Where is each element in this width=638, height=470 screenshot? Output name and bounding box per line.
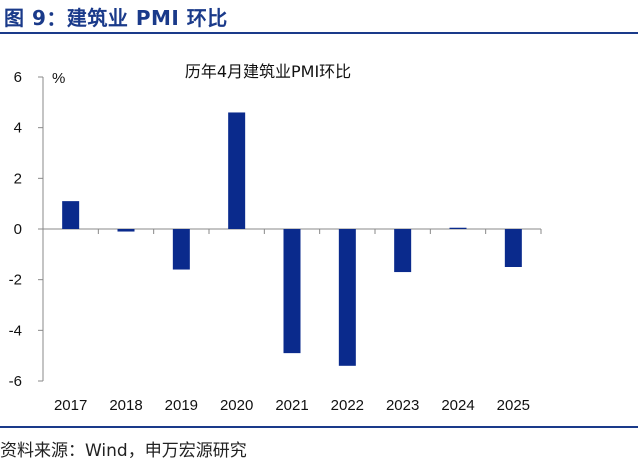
y-axis-unit: % [52, 70, 65, 87]
bar-2025 [504, 229, 522, 267]
x-tick-label: 2019 [165, 397, 198, 414]
title-divider [0, 32, 638, 34]
y-tick-label: -4 [9, 322, 22, 339]
x-tick-label: 2021 [275, 397, 308, 414]
bars [62, 112, 522, 366]
x-tick-label: 2024 [441, 397, 474, 414]
bar-2018 [117, 229, 135, 232]
y-axis: 6 4 2 0 -2 -4 -6 [9, 69, 44, 390]
bar-2023 [394, 229, 412, 273]
bar-2020 [228, 112, 246, 229]
x-tick-label: 2020 [220, 397, 253, 414]
source-divider [0, 426, 638, 428]
x-tick-label: 2023 [386, 397, 419, 414]
y-tick-label: -6 [9, 373, 22, 390]
bar-2017 [62, 201, 80, 229]
x-tick-label: 2017 [54, 397, 87, 414]
y-tick-label: -2 [9, 272, 22, 289]
bar-2021 [283, 229, 301, 354]
chart-title: 历年4月建筑业PMI环比 [185, 62, 351, 81]
x-tick-label: 2025 [497, 397, 530, 414]
bar-2019 [172, 229, 190, 270]
y-tick-label: 0 [14, 221, 22, 238]
y-tick-label: 4 [14, 120, 22, 137]
bar-2024 [449, 227, 467, 229]
figure-title: 图 9：建筑业 PMI 环比 [4, 6, 228, 30]
x-tick-label: 2022 [331, 397, 364, 414]
source-note: 资料来源：Wind，申万宏源研究 [0, 441, 247, 461]
x-tick-label: 2018 [109, 397, 142, 414]
x-axis: 2017 2018 2019 2020 2021 2022 2023 2024 2025 [42, 228, 542, 414]
bar-2022 [338, 229, 356, 366]
y-tick-label: 6 [14, 69, 22, 86]
y-tick-label: 2 [14, 170, 22, 187]
